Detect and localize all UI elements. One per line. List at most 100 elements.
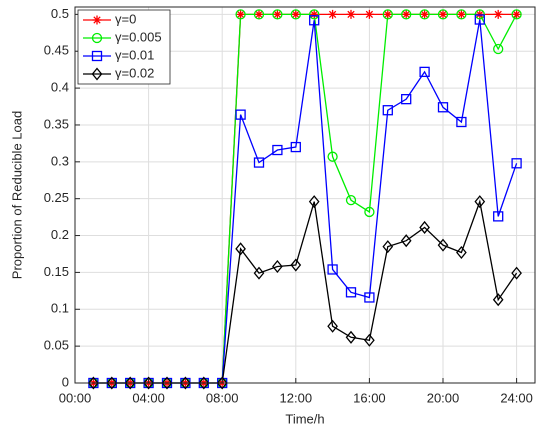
marker <box>419 220 430 234</box>
marker <box>474 14 485 25</box>
legend-marker <box>91 32 103 44</box>
y-tick-label: 0.1 <box>51 301 69 316</box>
marker <box>474 195 486 209</box>
legend-label: γ=0.01 <box>115 47 154 62</box>
y-tick-label: 0.05 <box>44 338 69 353</box>
legend-label: γ=0.005 <box>115 29 162 44</box>
marker <box>437 102 449 113</box>
y-tick-label: 0.35 <box>44 116 69 131</box>
marker <box>438 9 448 19</box>
marker <box>401 9 412 20</box>
marker <box>198 376 210 390</box>
marker <box>364 333 375 347</box>
marker <box>253 157 265 168</box>
marker <box>437 238 449 252</box>
marker <box>327 151 338 162</box>
marker <box>382 240 394 254</box>
legend-label: γ=0 <box>115 11 136 26</box>
marker <box>124 376 136 390</box>
marker <box>309 9 320 20</box>
marker <box>253 9 265 20</box>
marker <box>327 264 338 275</box>
marker <box>143 376 154 390</box>
y-axis-label: Proportion of Reducible Load <box>9 111 24 279</box>
marker <box>216 376 228 390</box>
plot-frame <box>74 6 536 384</box>
marker <box>493 43 504 55</box>
marker <box>456 245 467 260</box>
marker <box>511 158 522 169</box>
legend-marker <box>91 50 103 62</box>
marker <box>272 144 283 156</box>
marker <box>328 9 338 19</box>
marker <box>383 9 393 19</box>
y-tick-label: 0.4 <box>51 80 69 95</box>
marker <box>346 9 356 19</box>
marker <box>456 9 467 20</box>
marker <box>401 9 411 19</box>
marker <box>345 330 357 344</box>
marker <box>180 376 191 390</box>
marker <box>419 9 430 20</box>
legend-box <box>77 9 171 85</box>
marker <box>236 9 246 19</box>
legend: γ=0 γ=0.005 γ=0.01 γ=0.02 <box>77 9 171 85</box>
marker <box>309 9 319 19</box>
x-tick-label: 16:00 <box>353 390 386 405</box>
marker <box>456 116 467 128</box>
marker <box>309 15 320 26</box>
marker <box>382 105 393 116</box>
y-tick-label: 0.5 <box>51 6 69 21</box>
marker <box>401 94 412 105</box>
marker <box>290 9 301 20</box>
marker <box>290 258 302 272</box>
legend-marker <box>91 67 103 81</box>
marker <box>291 9 301 19</box>
marker <box>474 9 485 20</box>
y-tick-label: 0.2 <box>51 227 69 242</box>
marker <box>272 259 283 274</box>
marker <box>290 141 301 153</box>
x-tick-label: 08:00 <box>206 390 239 405</box>
marker <box>308 195 320 209</box>
marker <box>511 9 522 20</box>
marker <box>272 9 283 20</box>
marker <box>364 292 375 303</box>
marker <box>253 266 265 280</box>
marker <box>235 242 246 256</box>
marker <box>106 376 118 390</box>
y-tick-label: 0.3 <box>51 153 69 168</box>
marker <box>235 109 246 120</box>
marker <box>492 293 504 307</box>
legend-label: γ=0.02 <box>115 65 154 80</box>
marker <box>493 9 503 19</box>
marker <box>364 206 375 218</box>
marker <box>327 319 338 333</box>
marker <box>88 376 99 390</box>
marker <box>475 9 485 19</box>
marker <box>161 376 173 390</box>
x-tick-label: 20:00 <box>427 390 460 405</box>
marker <box>382 9 393 20</box>
y-tick-label: 0 <box>62 374 69 389</box>
marker <box>456 9 466 19</box>
marker <box>272 9 282 19</box>
x-tick-label: 12:00 <box>280 390 313 405</box>
marker <box>364 9 374 19</box>
marker <box>511 266 522 280</box>
x-tick-label: 04:00 <box>132 390 165 405</box>
x-tick-label: 00:00 <box>59 390 92 405</box>
marker <box>235 9 246 20</box>
y-tick-label: 0.15 <box>44 264 69 279</box>
y-tick-label: 0.25 <box>44 190 69 205</box>
marker <box>419 66 430 78</box>
marker <box>254 9 264 19</box>
marker <box>512 9 522 19</box>
marker <box>400 234 412 248</box>
marker <box>345 195 357 206</box>
marker <box>420 9 430 19</box>
marker <box>437 9 449 20</box>
marker <box>345 287 357 298</box>
y-tick-label: 0.45 <box>44 43 69 58</box>
